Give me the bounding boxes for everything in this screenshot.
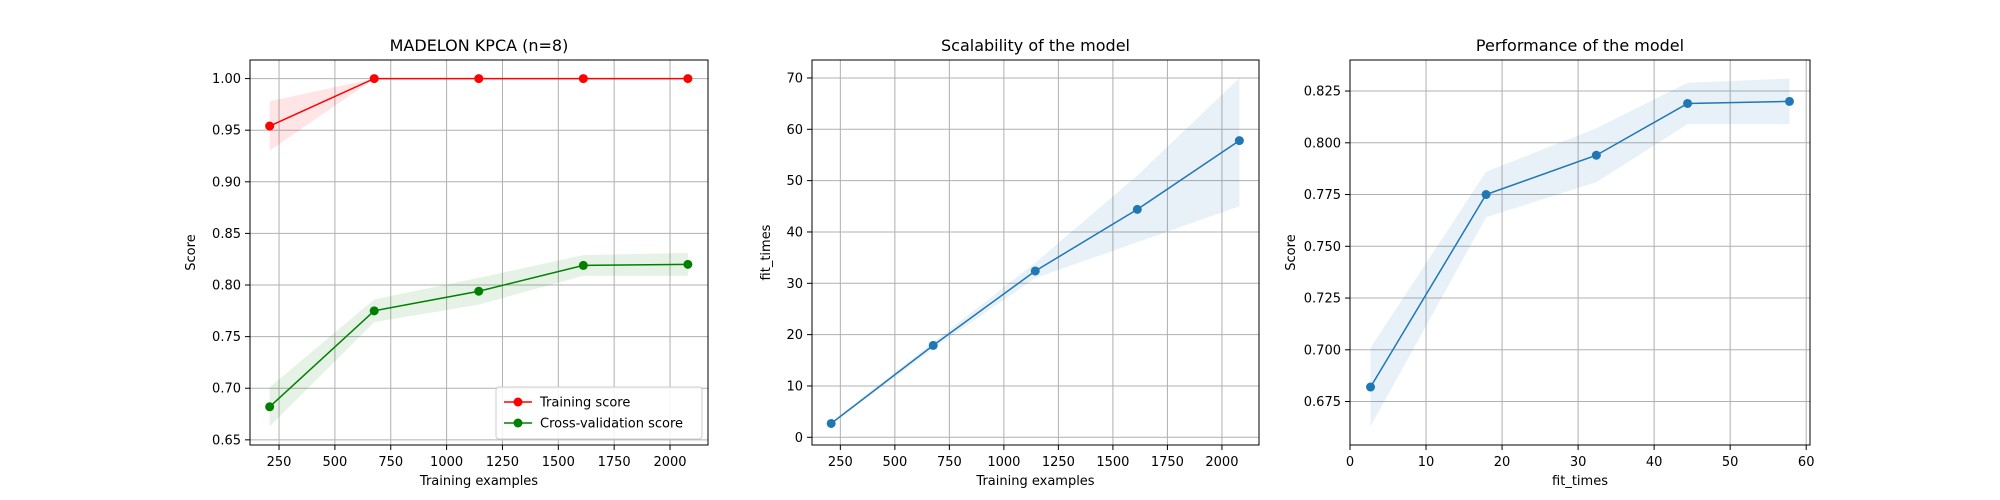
series-1-band xyxy=(831,77,1240,425)
x-tick-label: 50 xyxy=(1722,455,1739,470)
series-1-point xyxy=(1784,96,1794,106)
x-tick-label: 1000 xyxy=(987,455,1020,470)
x-tick-label: 250 xyxy=(267,455,292,470)
y-tick-label: 0.825 xyxy=(1304,85,1341,100)
series-1-point xyxy=(474,74,484,84)
y-tick-label: 30 xyxy=(786,277,803,292)
x-tick-label: 500 xyxy=(882,455,907,470)
legend: Training score Cross-validation score xyxy=(495,386,703,440)
x-tick-label: 60 xyxy=(1798,455,1815,470)
y-tick-label: 0.725 xyxy=(1304,292,1341,307)
x-tick-label: 30 xyxy=(1570,455,1587,470)
y-tick-label: 0.90 xyxy=(212,175,241,190)
x-tick-label: 1250 xyxy=(486,455,519,470)
series-1-point xyxy=(1481,190,1491,200)
chart-panel-1: 250 500 750 1000 1250 1500 1750 2000 0.65 0.70 0.7… xyxy=(184,36,709,489)
series-1-point xyxy=(369,74,379,84)
series-1-point xyxy=(928,340,938,350)
axes-frame xyxy=(249,59,709,446)
x-tick-label: 2000 xyxy=(1205,455,1238,470)
x-tick-label: 1250 xyxy=(1042,455,1075,470)
series-1-point xyxy=(1366,382,1376,392)
series-1-point xyxy=(1132,204,1142,214)
series-1-point xyxy=(1234,136,1244,146)
legend-marker xyxy=(513,397,523,407)
x-tick-label: 250 xyxy=(828,455,853,470)
y-tick-label: 0.800 xyxy=(1304,136,1341,151)
x-tick-label: 0 xyxy=(1346,455,1354,470)
x-tick-label: 20 xyxy=(1494,455,1511,470)
series-1-point xyxy=(1591,150,1601,160)
x-tick-label: 750 xyxy=(937,455,962,470)
legend-label: Cross-validation score xyxy=(540,417,683,432)
x-tick-label: 750 xyxy=(378,455,403,470)
y-tick-label: 60 xyxy=(786,123,803,138)
x-axis-label: Training examples xyxy=(419,474,538,489)
x-tick-label: 1500 xyxy=(542,455,575,470)
x-tick-label: 1750 xyxy=(598,455,631,470)
series-2-point xyxy=(369,306,379,316)
series-1-band xyxy=(1370,78,1790,427)
y-tick-label: 0.85 xyxy=(212,227,241,242)
y-tick-label: 10 xyxy=(786,379,803,394)
y-tick-label: 20 xyxy=(786,328,803,343)
series-2-point xyxy=(578,260,588,270)
chart-title: MADELON KPCA (n=8) xyxy=(390,36,569,55)
series-1-point xyxy=(1030,266,1040,276)
x-tick-label: 500 xyxy=(322,455,347,470)
series-1-point xyxy=(265,121,275,131)
series-1-point xyxy=(578,74,588,84)
y-tick-label: 50 xyxy=(786,174,803,189)
y-tick-label: 0 xyxy=(795,431,803,446)
axes-frame xyxy=(1349,59,1811,446)
axes-frame xyxy=(811,59,1260,446)
y-tick-label: 0.65 xyxy=(212,433,241,448)
series-1-point xyxy=(826,418,836,428)
series-1-point xyxy=(683,74,693,84)
chart-title: Scalability of the model xyxy=(941,36,1130,55)
series-2-point xyxy=(265,402,275,412)
y-tick-label: 0.95 xyxy=(212,124,241,139)
chart-panel-3: 0 10 20 30 40 50 60 0.675 0.700 0.725 0.750 0.775 0.… xyxy=(1284,36,1814,489)
y-tick-label: 0.75 xyxy=(212,330,241,345)
series-1-point xyxy=(1683,98,1693,108)
y-tick-label: 0.70 xyxy=(212,382,241,397)
y-tick-label: 0.750 xyxy=(1304,240,1341,255)
y-tick-label: 70 xyxy=(786,71,803,86)
x-tick-label: 10 xyxy=(1418,455,1435,470)
y-tick-label: 0.80 xyxy=(212,279,241,294)
legend-box xyxy=(495,386,703,440)
y-tick-label: 0.775 xyxy=(1304,188,1341,203)
x-tick-label: 40 xyxy=(1646,455,1663,470)
x-tick-label: 1750 xyxy=(1151,455,1184,470)
legend-marker xyxy=(513,418,523,428)
x-axis-label: Training examples xyxy=(975,474,1094,489)
y-axis-label: fit_times xyxy=(759,224,774,280)
series-2-point xyxy=(474,286,484,296)
y-tick-label: 1.00 xyxy=(212,72,241,87)
y-tick-label: 40 xyxy=(786,225,803,240)
y-tick-label: 0.675 xyxy=(1304,395,1341,410)
chart-panel-2: 250 500 750 1000 1250 1500 1750 2000 0 10 20 30 40 50… xyxy=(759,36,1260,489)
legend-label: Training score xyxy=(539,396,630,411)
y-axis-label: Score xyxy=(1284,234,1299,270)
x-axis-label: fit_times xyxy=(1552,474,1608,489)
x-tick-label: 1000 xyxy=(430,455,463,470)
x-tick-label: 1500 xyxy=(1096,455,1129,470)
chart-title: Performance of the model xyxy=(1476,36,1684,55)
series-2-point xyxy=(683,259,693,269)
y-tick-label: 0.700 xyxy=(1304,343,1341,358)
x-tick-label: 2000 xyxy=(653,455,686,470)
y-axis-label: Score xyxy=(184,234,199,270)
